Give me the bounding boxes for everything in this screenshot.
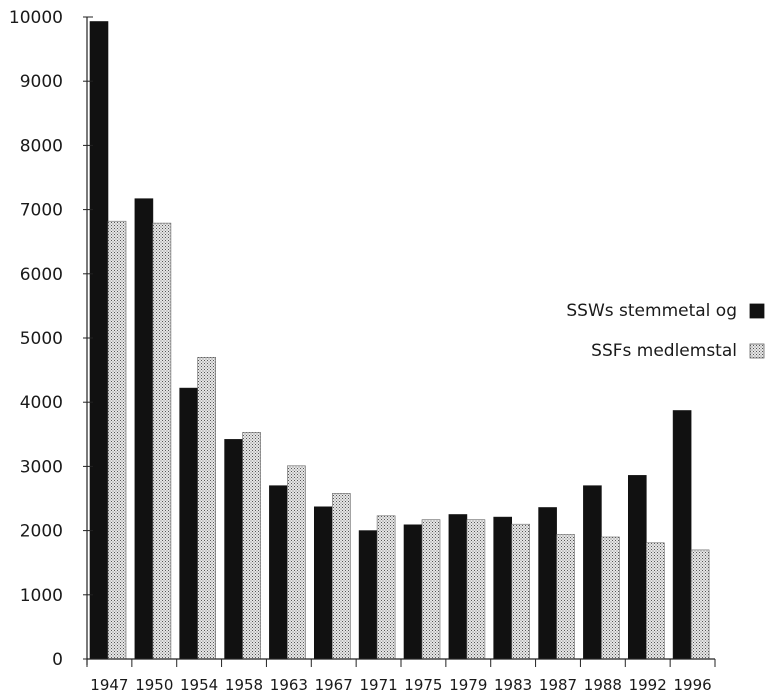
axes-layer: 0 1000 2000 3000 4000 5000 6000 7000 8000 9000 100… bbox=[9, 8, 716, 693]
x-tick-label: 1954 bbox=[180, 676, 218, 693]
x-tick-label: 1958 bbox=[225, 676, 263, 693]
bar-ssw-1988 bbox=[583, 485, 602, 660]
bar-ssf-1967 bbox=[331, 493, 351, 660]
x-tick-label: 1967 bbox=[315, 676, 353, 693]
legend-label-ssf: SSFs medlemstal bbox=[591, 341, 737, 361]
x-tick-label: 1950 bbox=[135, 676, 173, 693]
bar-ssf-1958 bbox=[242, 432, 261, 660]
y-tick-label: 3000 bbox=[20, 457, 63, 477]
bar-ssf-1996 bbox=[690, 549, 710, 660]
bar-ssw-1971 bbox=[358, 530, 378, 660]
bar-ssw-1967 bbox=[313, 506, 333, 660]
x-tick-label: 1947 bbox=[90, 676, 128, 693]
legend-label-ssw: SSWs stemmetal og bbox=[566, 301, 737, 321]
x-tick-label: 1996 bbox=[674, 676, 712, 693]
bar-ssw-1963 bbox=[269, 485, 288, 660]
x-tick-label: 1987 bbox=[539, 676, 577, 693]
bar-ssf-1954 bbox=[197, 356, 216, 660]
y-tick-label: 9000 bbox=[20, 72, 63, 92]
y-tick-label: 10000 bbox=[9, 8, 63, 28]
bar-ssw-1996 bbox=[672, 410, 692, 660]
legend-swatch-ssf bbox=[749, 343, 765, 359]
y-tick-label: 2000 bbox=[20, 522, 63, 542]
y-tick-label: 7000 bbox=[20, 201, 63, 221]
bar-ssf-1987 bbox=[556, 534, 575, 660]
bar-ssf-1975 bbox=[421, 519, 441, 660]
bar-ssf-1963 bbox=[287, 465, 306, 660]
y-tick-label: 5000 bbox=[20, 329, 63, 349]
bar-ssf-1950 bbox=[152, 222, 172, 660]
bar-ssf-1983 bbox=[511, 523, 531, 660]
bar-ssw-1950 bbox=[134, 198, 154, 660]
x-tick-label: 1992 bbox=[629, 676, 667, 693]
bar-ssw-1983 bbox=[493, 516, 513, 660]
bar-ssf-1988 bbox=[601, 536, 620, 660]
bar-ssf-1992 bbox=[645, 542, 665, 660]
x-tick-label: 1971 bbox=[360, 676, 398, 693]
bar-ssw-1987 bbox=[538, 507, 557, 660]
x-tick-label: 1975 bbox=[404, 676, 442, 693]
y-tick-label: 0 bbox=[52, 650, 63, 670]
y-tick-label: 8000 bbox=[20, 136, 63, 156]
y-tick-label: 6000 bbox=[20, 265, 63, 285]
legend: SSWs stemmetal og SSFs medlemstal bbox=[566, 301, 765, 361]
x-tick-label: 1983 bbox=[494, 676, 532, 693]
x-tick-label: 1988 bbox=[584, 676, 622, 693]
bar-ssf-1979 bbox=[466, 519, 486, 660]
bar-ssw-1958 bbox=[224, 439, 243, 660]
bar-ssw-1992 bbox=[627, 475, 647, 660]
bar-ssw-1947 bbox=[89, 21, 109, 660]
bar-ssf-1971 bbox=[376, 515, 396, 660]
y-tick-label: 1000 bbox=[20, 586, 63, 606]
x-tick-label: 1979 bbox=[449, 676, 487, 693]
bar-ssw-1954 bbox=[179, 387, 198, 660]
y-tick-label: 4000 bbox=[20, 393, 63, 413]
bar-ssf-1947 bbox=[107, 220, 127, 660]
x-tick-label: 1963 bbox=[270, 676, 308, 693]
legend-swatch-ssw bbox=[749, 303, 765, 319]
bar-ssw-1979 bbox=[448, 514, 468, 660]
bar-ssw-1975 bbox=[403, 524, 423, 660]
bars-layer bbox=[89, 21, 710, 660]
